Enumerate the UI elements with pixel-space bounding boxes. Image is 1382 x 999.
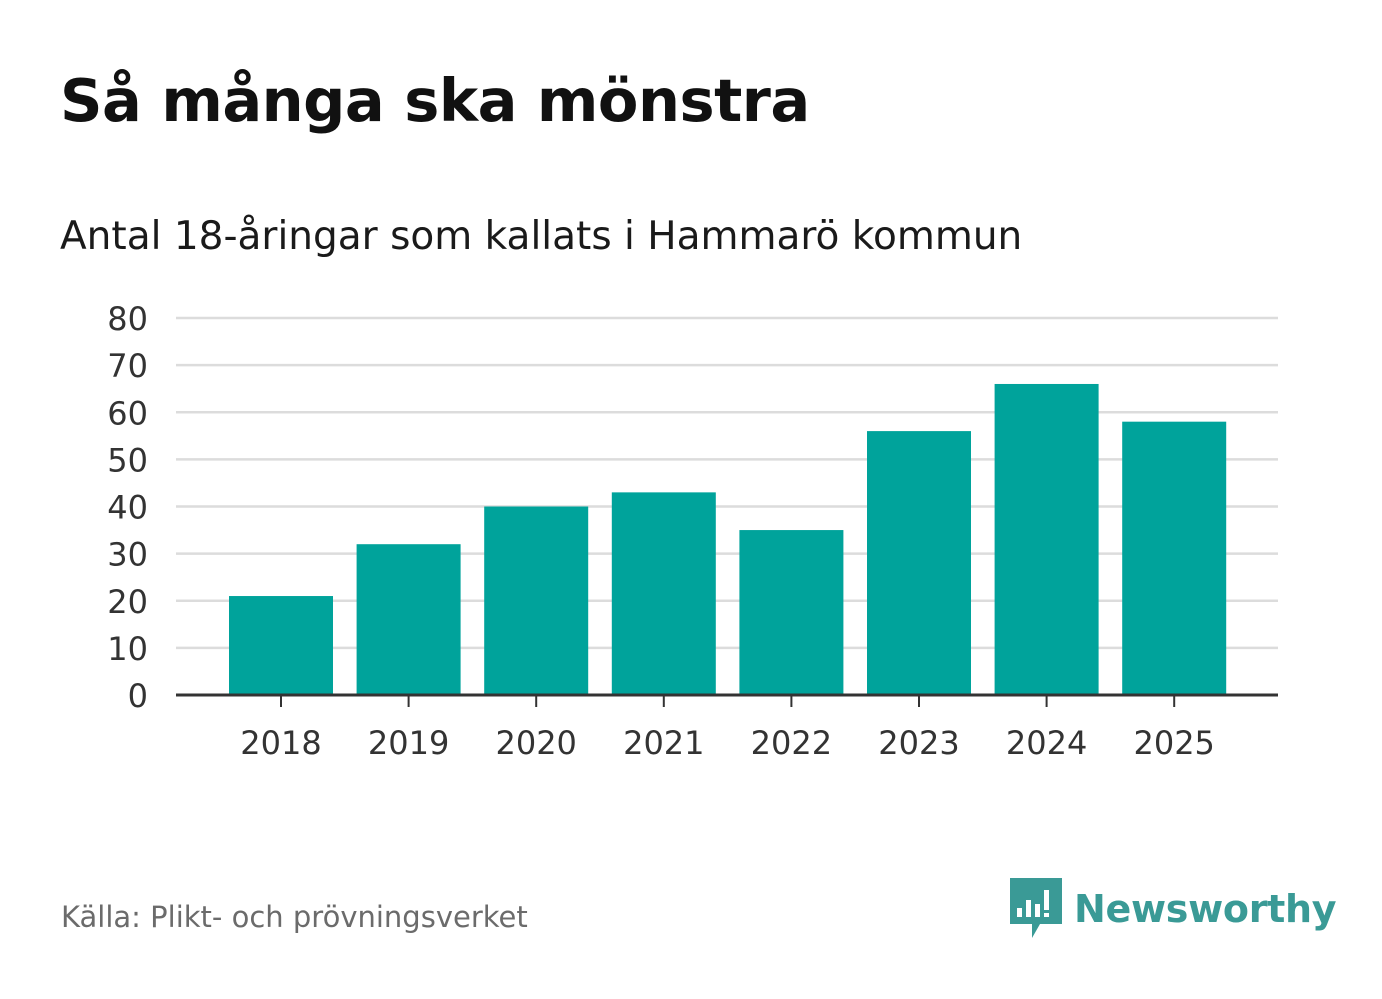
y-tick-label: 60 <box>107 394 148 432</box>
chart-subtitle: Antal 18-åringar som kallats i Hammarö k… <box>60 214 1023 259</box>
brand-name: Newsworthy <box>1074 887 1337 931</box>
x-tick-label: 2019 <box>368 724 449 762</box>
x-tick-label: 2023 <box>878 724 959 762</box>
y-tick-label: 10 <box>107 630 148 668</box>
bar-2024 <box>994 383 1099 695</box>
x-tick-label: 2018 <box>240 724 321 762</box>
x-tick-label: 2024 <box>1006 724 1087 762</box>
y-tick-label: 50 <box>107 441 148 479</box>
y-tick-label: 30 <box>107 536 148 574</box>
source-note: Källa: Plikt- och prövningsverket <box>61 900 528 934</box>
y-tick-label: 20 <box>107 583 148 621</box>
bar-2023 <box>867 431 971 695</box>
bar-2019 <box>356 544 461 695</box>
bar-2021 <box>611 492 716 695</box>
newsworthy-logo-icon <box>1010 878 1062 938</box>
x-tick-label: 2021 <box>623 724 704 762</box>
y-tick-label: 80 <box>107 300 148 338</box>
bar-2020 <box>484 506 589 695</box>
y-tick-label: 40 <box>107 489 148 527</box>
bar-2018 <box>229 596 333 695</box>
brand-logo: Newsworthy <box>1010 878 1337 940</box>
bar-2022 <box>739 530 844 695</box>
x-tick-label: 2025 <box>1133 724 1214 762</box>
chart-title: Så många ska mönstra <box>60 66 810 135</box>
y-tick-label: 70 <box>107 347 148 385</box>
x-tick-label: 2020 <box>495 724 576 762</box>
bar-2025 <box>1122 421 1227 695</box>
x-tick-label: 2022 <box>751 724 832 762</box>
y-tick-label: 0 <box>128 677 148 715</box>
